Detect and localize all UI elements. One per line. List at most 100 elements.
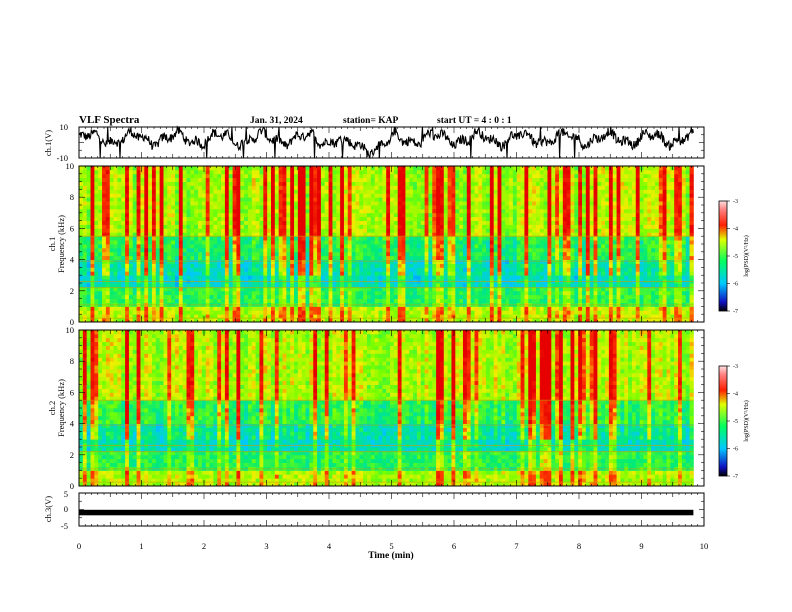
spectrogram-cell	[82, 286, 88, 292]
spectrogram-cell	[439, 259, 445, 264]
spectrogram-cell	[274, 212, 280, 218]
spectrogram-cell	[420, 232, 425, 237]
spectrogram-cell	[393, 271, 399, 276]
spectrogram-cell	[94, 294, 99, 299]
spectrogram-cell	[267, 318, 272, 323]
spectrogram-cell	[305, 267, 310, 272]
spectrogram-cell	[397, 306, 402, 311]
spectrogram-cell	[128, 251, 134, 257]
spectrogram-cell	[558, 224, 564, 229]
spectrogram-cell	[608, 240, 614, 245]
spectrogram-cell	[294, 310, 299, 315]
spectrogram-cell	[539, 314, 545, 319]
spectrogram-cell	[309, 314, 314, 319]
spectrogram-cell	[217, 275, 222, 280]
spectrogram-cell	[436, 286, 441, 292]
spectrogram-cell	[282, 247, 287, 253]
spectrogram-cell	[125, 220, 130, 225]
spectrogram-cell	[347, 240, 353, 245]
spectrogram-cell	[294, 294, 299, 299]
spectrogram-cell	[528, 259, 533, 264]
spectrogram-cell	[255, 318, 260, 323]
spectrogram-cell	[409, 298, 414, 303]
spectrogram-cell	[647, 228, 652, 233]
spectrogram-cell	[443, 212, 449, 218]
spectrogram-cell	[255, 244, 260, 249]
spectrogram-cell	[132, 310, 137, 315]
spectrogram-cell	[332, 232, 337, 237]
spectrogram-cell	[317, 244, 322, 249]
spectrogram-cell	[631, 267, 637, 272]
spectrogram-cell	[674, 263, 679, 268]
spectrogram-cell	[217, 314, 222, 319]
spectrogram-cell	[482, 220, 487, 225]
spectrogram-cell	[543, 310, 548, 315]
spectrogram-cell	[486, 318, 491, 323]
spectrogram-cell	[86, 294, 91, 299]
spectrogram-cell	[90, 240, 95, 245]
spectrogram-cell	[616, 298, 621, 303]
spectrogram-cell	[551, 310, 556, 315]
spectrogram-cell	[612, 212, 617, 218]
spectrogram-cell	[470, 306, 475, 311]
spectrogram-cell	[462, 216, 468, 221]
spectrogram-cell	[347, 275, 353, 280]
spectrogram-cell	[347, 263, 353, 268]
spectrogram-cell	[113, 286, 118, 292]
spectrogram-cell	[171, 275, 176, 280]
spectrogram-cell	[132, 220, 137, 225]
spectrogram-cell	[105, 263, 111, 268]
spectrogram-cell	[290, 212, 295, 218]
spectrogram-cell	[681, 247, 687, 253]
spectrogram-cell	[328, 220, 333, 225]
spectrogram-cell	[290, 294, 295, 299]
spectrogram-cell	[535, 310, 541, 315]
spectrogram-cell	[359, 271, 364, 276]
spectrogram-cell	[366, 228, 372, 233]
spectrogram-cell	[478, 283, 483, 288]
spectrogram-cell	[251, 228, 257, 233]
spectrogram-cell	[416, 228, 422, 233]
spectrogram-cell	[144, 283, 149, 288]
spectrogram-cell	[689, 275, 694, 280]
spectrogram-cell	[582, 255, 587, 260]
spectrogram-cell	[651, 232, 656, 237]
spectrogram-cell	[309, 267, 314, 272]
spectrogram-cell	[274, 318, 280, 323]
spectrogram-cell	[198, 244, 203, 249]
spectrogram-cell	[144, 205, 149, 210]
spectrogram-cell	[363, 236, 368, 241]
spectrogram-cell	[443, 255, 449, 260]
spectrogram-cell	[374, 255, 379, 260]
spectrogram-cell	[451, 286, 456, 292]
spectrogram-cell	[662, 283, 667, 288]
spectrogram-cell	[270, 290, 276, 296]
spectrogram-cell	[424, 283, 429, 288]
spectrogram-cell	[605, 294, 610, 299]
spectrogram-cell	[175, 259, 180, 264]
spectrogram-cell	[217, 212, 222, 218]
spectrogram-cell	[570, 212, 575, 218]
spectrogram-cell	[470, 275, 475, 280]
spectrogram-cell	[228, 294, 233, 299]
spectrogram-cell	[605, 310, 610, 315]
spectrogram-cell	[393, 240, 399, 245]
spectrogram-cell	[175, 205, 180, 210]
spectrogram-cell	[509, 263, 514, 268]
spectrogram-cell	[436, 247, 441, 253]
spectrogram-cell	[532, 259, 537, 264]
spectrogram-cell	[213, 259, 218, 264]
spectrogram-cell	[340, 259, 345, 264]
spectrogram-cell	[578, 232, 583, 237]
spectrogram-cell	[370, 290, 376, 296]
spectrogram-cell	[140, 286, 145, 292]
spectrogram-cell	[148, 290, 153, 296]
spectrogram-cell	[570, 251, 575, 257]
spectrogram-cell	[674, 294, 679, 299]
spectrogram-cell	[294, 306, 299, 311]
spectrogram-cell	[82, 244, 88, 249]
spectrogram-cell	[497, 310, 502, 315]
spectrogram-cell	[512, 247, 518, 253]
spectrogram-cell	[424, 259, 429, 264]
spectrogram-cell	[186, 220, 191, 225]
